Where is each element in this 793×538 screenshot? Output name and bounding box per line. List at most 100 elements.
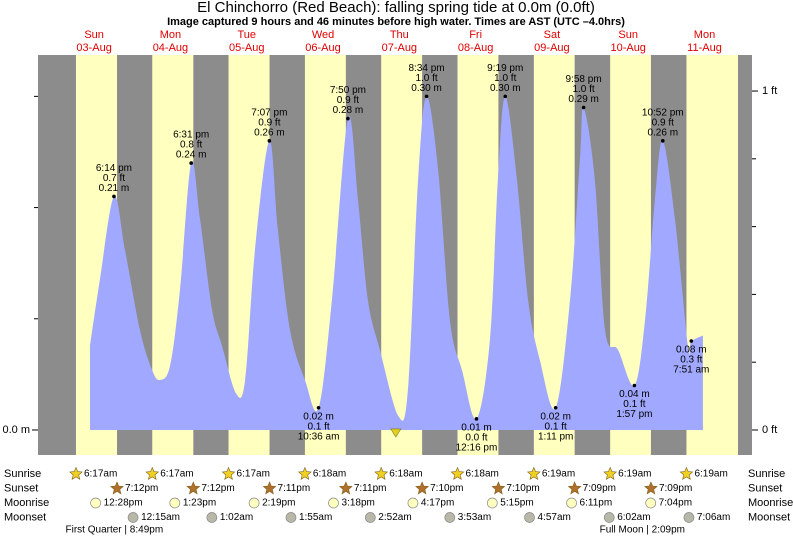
extreme-label: 9:58 pm — [566, 74, 602, 85]
event-time: 1:02am — [220, 512, 253, 523]
day-name: Tue — [237, 29, 256, 41]
extreme-label: 0.29 m — [568, 94, 599, 105]
event-time: 4:17pm — [421, 498, 454, 509]
sun-icon — [526, 466, 541, 480]
row-label: Moonrise — [4, 497, 49, 509]
extreme-label: 10:52 pm — [642, 107, 684, 118]
event-time: 12:28pm — [104, 498, 143, 509]
event-time: 6:19am — [542, 469, 575, 480]
extreme-point — [424, 94, 429, 99]
event-time: 6:18am — [465, 469, 498, 480]
extreme-point — [346, 116, 350, 121]
now-marker — [390, 428, 402, 438]
day-date: 11-Aug — [687, 42, 722, 54]
day-date: 07-Aug — [382, 42, 417, 54]
event-time: 6:17am — [237, 469, 270, 480]
moon-icon — [169, 497, 181, 509]
day-date: 03-Aug — [76, 42, 111, 54]
day-date: 05-Aug — [229, 42, 264, 54]
day-date: 09-Aug — [534, 42, 569, 54]
extreme-label: 6:31 pm — [173, 130, 209, 141]
extreme-point — [581, 105, 586, 110]
row-label-right: Sunrise — [748, 468, 785, 480]
extreme-label: 0.9 ft — [652, 117, 674, 128]
extreme-label: 0.26 m — [647, 127, 678, 138]
day-name: Sun — [84, 29, 104, 41]
event-time: 7:12pm — [125, 483, 158, 494]
extreme-point — [316, 405, 321, 410]
event-time: 6:17am — [160, 469, 193, 480]
extreme-point — [632, 383, 637, 388]
extreme-label: 0.28 m — [333, 105, 364, 116]
day-date: 10-Aug — [610, 42, 645, 54]
y2-tick-label: 1 ft — [762, 85, 777, 97]
extreme-point — [503, 94, 508, 99]
sun-icon — [186, 481, 201, 495]
event-time: 7:04pm — [659, 498, 692, 509]
event-time: 6:18am — [313, 469, 346, 480]
moon-icon — [486, 497, 498, 509]
extreme-point — [689, 339, 694, 343]
moon-icon — [407, 497, 419, 509]
sun-icon — [338, 481, 353, 495]
extreme-point — [189, 161, 193, 165]
event-time: 4:57am — [538, 512, 571, 523]
extreme-label: 7:51 am — [673, 365, 709, 376]
moon-icon — [645, 497, 657, 509]
sun-icon — [450, 466, 465, 480]
moon-icon — [524, 512, 535, 523]
moon-icon — [444, 512, 456, 523]
day-date: 06-Aug — [305, 42, 340, 54]
day-name: Mon — [694, 29, 715, 41]
sun-icon — [415, 481, 430, 495]
event-time: 6:19am — [694, 469, 727, 480]
sun-icon — [567, 481, 582, 495]
extreme-label: 0.21 m — [99, 183, 130, 194]
extreme-label: 10:36 am — [298, 431, 340, 442]
extreme-label: 0.02 m — [540, 411, 571, 422]
sun-icon — [297, 466, 312, 480]
extreme-label: 1.0 ft — [415, 73, 437, 84]
y2-tick-label: 0 ft — [762, 424, 777, 436]
event-time: 6:02am — [617, 512, 650, 523]
moon-icon — [248, 497, 260, 509]
row-label: Moonset — [4, 511, 46, 523]
moon-icon — [364, 512, 376, 523]
extreme-label: 8:34 pm — [408, 63, 444, 74]
extreme-label: 0.30 m — [411, 83, 442, 94]
event-time: 7:11pm — [354, 483, 387, 494]
day-date: 04-Aug — [153, 42, 188, 54]
moon-icon — [285, 512, 297, 523]
chart-subtitle: Image captured 9 hours and 46 minutes be… — [167, 16, 625, 28]
extreme-point — [660, 139, 665, 143]
extreme-label: 0.08 m — [676, 345, 707, 356]
event-time: 7:12pm — [201, 483, 234, 494]
sun-icon — [603, 466, 618, 480]
event-time: 3:53am — [458, 512, 491, 523]
moon-icon — [206, 512, 218, 523]
extreme-label: 7:50 pm — [330, 85, 366, 96]
event-time: 2:52am — [378, 512, 411, 523]
extreme-point — [474, 417, 479, 421]
sun-icon — [145, 466, 160, 480]
extreme-label: 0.26 m — [254, 127, 285, 138]
extreme-label: 0.9 ft — [337, 95, 359, 106]
day-name: Thu — [390, 29, 409, 41]
event-time: 5:15pm — [500, 498, 533, 509]
extreme-label: 9:19 pm — [487, 63, 523, 74]
sun-icon — [491, 481, 506, 495]
extreme-label: 0.24 m — [176, 150, 207, 161]
moon-icon — [566, 497, 577, 509]
day-name: Sat — [544, 29, 561, 41]
extreme-label: 0.30 m — [490, 83, 521, 94]
event-time: 7:09pm — [659, 483, 692, 494]
sun-icon — [221, 466, 236, 480]
extreme-label: 0.3 ft — [680, 355, 702, 366]
event-time: 2:19pm — [262, 498, 295, 509]
row-label-right: Sunset — [748, 482, 782, 494]
extreme-point — [553, 405, 558, 410]
row-label-right: Moonset — [748, 511, 790, 523]
extreme-label: 0.01 m — [461, 422, 492, 433]
extreme-label: 0.1 ft — [307, 421, 329, 432]
